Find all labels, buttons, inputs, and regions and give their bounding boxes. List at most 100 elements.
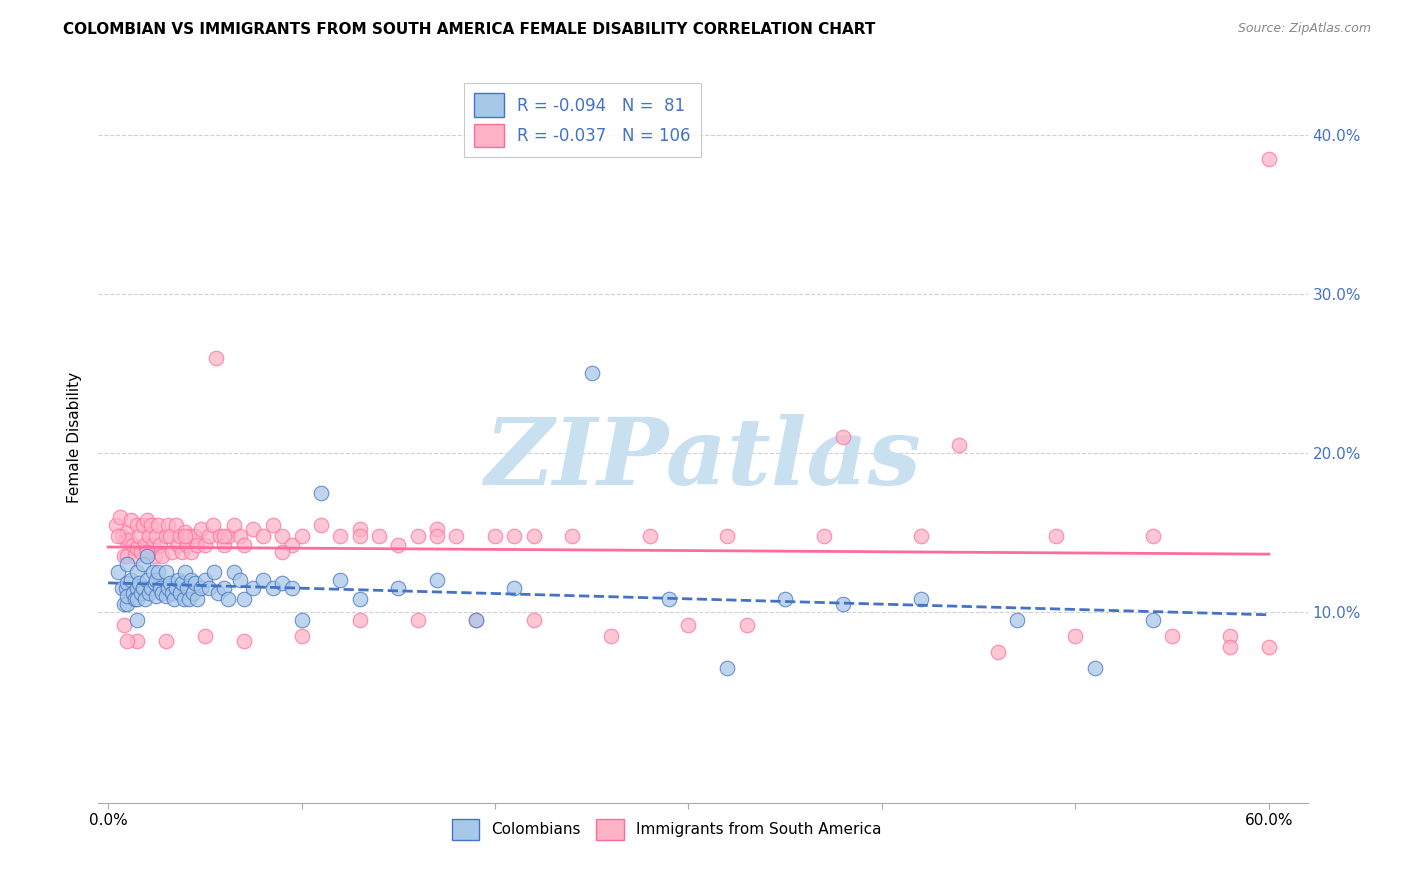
Point	[832, 430, 855, 444]
Point	[174, 566, 197, 580]
Point	[107, 566, 129, 580]
Point	[406, 613, 429, 627]
Point	[368, 529, 391, 543]
Point	[117, 525, 139, 540]
Point	[735, 617, 758, 632]
Point	[176, 538, 198, 552]
Point	[1219, 629, 1241, 643]
Point	[217, 592, 239, 607]
Point	[180, 544, 202, 558]
Point	[128, 529, 150, 543]
Point	[309, 517, 332, 532]
Point	[638, 529, 661, 543]
Point	[1257, 152, 1279, 166]
Point	[426, 529, 449, 543]
Point	[155, 566, 177, 580]
Point	[205, 351, 228, 365]
Text: Source: ZipAtlas.com: Source: ZipAtlas.com	[1237, 22, 1371, 36]
Point	[170, 576, 193, 591]
Point	[290, 613, 312, 627]
Point	[114, 533, 136, 548]
Point	[184, 529, 207, 543]
Point	[150, 549, 173, 564]
Point	[134, 592, 156, 607]
Point	[169, 586, 191, 600]
Point	[117, 576, 139, 591]
Point	[387, 581, 409, 595]
Point	[124, 549, 146, 564]
Point	[464, 613, 486, 627]
Point	[117, 549, 139, 564]
Point	[127, 633, 149, 648]
Point	[1142, 613, 1164, 627]
Point	[387, 538, 409, 552]
Point	[242, 522, 264, 536]
Point	[561, 529, 583, 543]
Point	[186, 538, 208, 552]
Point	[262, 581, 284, 595]
Point	[127, 581, 149, 595]
Point	[832, 597, 855, 611]
Point	[204, 566, 226, 580]
Point	[197, 529, 219, 543]
Point	[186, 592, 208, 607]
Point	[194, 629, 217, 643]
Point	[242, 581, 264, 595]
Point	[184, 576, 207, 591]
Point	[232, 633, 254, 648]
Point	[135, 549, 157, 564]
Point	[426, 573, 449, 587]
Point	[114, 581, 136, 595]
Point	[129, 586, 152, 600]
Point	[120, 573, 142, 587]
Point	[159, 576, 181, 591]
Point	[349, 613, 371, 627]
Point	[228, 529, 250, 543]
Point	[135, 573, 157, 587]
Point	[484, 529, 506, 543]
Point	[228, 573, 250, 587]
Point	[600, 629, 623, 643]
Point	[127, 566, 149, 580]
Point	[1142, 529, 1164, 543]
Point	[148, 517, 170, 532]
Point	[155, 529, 177, 543]
Point	[117, 558, 139, 572]
Point	[148, 566, 170, 580]
Point	[190, 522, 212, 536]
Point	[176, 581, 198, 595]
Point	[143, 549, 166, 564]
Point	[349, 592, 371, 607]
Point	[678, 617, 700, 632]
Point	[813, 529, 835, 543]
Point	[349, 522, 371, 536]
Point	[987, 645, 1010, 659]
Point	[163, 592, 186, 607]
Point	[128, 576, 150, 591]
Point	[406, 529, 429, 543]
Point	[127, 517, 149, 532]
Point	[112, 597, 135, 611]
Point	[112, 617, 135, 632]
Point	[135, 513, 157, 527]
Point	[117, 633, 139, 648]
Point	[222, 566, 245, 580]
Point	[157, 581, 180, 595]
Point	[232, 592, 254, 607]
Point	[165, 517, 187, 532]
Point	[107, 529, 129, 543]
Point	[145, 573, 167, 587]
Point	[111, 581, 134, 595]
Point	[281, 538, 304, 552]
Point	[716, 529, 738, 543]
Point	[197, 581, 219, 595]
Point	[503, 581, 526, 595]
Point	[910, 529, 932, 543]
Point	[201, 517, 224, 532]
Point	[1257, 640, 1279, 654]
Point	[122, 538, 145, 552]
Point	[132, 581, 155, 595]
Point	[271, 529, 294, 543]
Point	[155, 633, 177, 648]
Point	[209, 529, 232, 543]
